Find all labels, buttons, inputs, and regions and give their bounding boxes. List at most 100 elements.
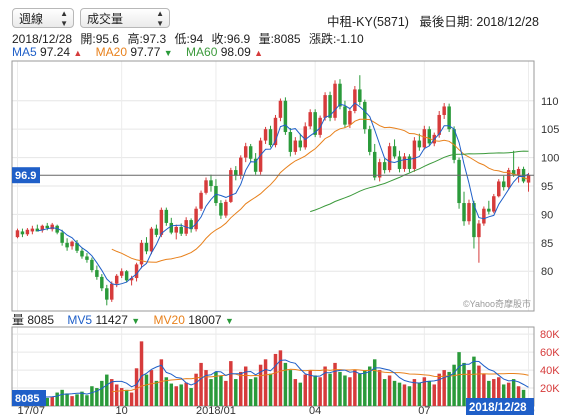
volume-bar	[224, 380, 228, 406]
volume-bar	[55, 392, 59, 406]
candle-body	[482, 208, 486, 224]
mv20-legend: MV20 18007 ▼	[154, 313, 234, 327]
candle-body	[353, 89, 357, 111]
volume-bar	[129, 392, 134, 406]
ma20-line	[111, 118, 529, 263]
candle-body	[229, 170, 233, 202]
volume-bar	[313, 375, 317, 406]
volume-bar	[219, 375, 223, 406]
candle-body	[323, 95, 327, 118]
candle-body	[358, 89, 362, 102]
volume-bar	[462, 362, 466, 406]
candle-body	[422, 129, 427, 148]
date-tick-label: 2018/01	[196, 405, 236, 417]
ohlc-row: 2018/12/28 開:95.6 高:97.3 低:94 收:96.9 量:8…	[12, 30, 369, 47]
candle-body	[194, 208, 198, 230]
volume-bar	[268, 373, 273, 406]
ohlc-date: 2018/12/28	[12, 32, 73, 46]
volume-bar	[85, 395, 89, 406]
ma60-value: 98.09	[220, 45, 251, 59]
ohlc-close: 收:96.9	[211, 32, 251, 46]
volume-bar	[209, 379, 213, 406]
candle-body	[333, 83, 337, 118]
mv20-trend-icon: ▼	[224, 316, 234, 326]
vol-value: 8085	[27, 313, 55, 327]
candle-body	[382, 162, 387, 171]
candle-body	[387, 146, 392, 171]
volume-bar	[452, 364, 456, 406]
ma20-trend-icon: ▼	[163, 48, 173, 58]
volume-bar	[343, 375, 347, 406]
candle-body	[174, 226, 178, 233]
volume-ma-lines	[37, 359, 529, 398]
volume-bar	[144, 374, 149, 406]
volume-bar	[243, 366, 248, 406]
date-tag-text: 2018/12/28	[469, 402, 527, 414]
candle-body	[397, 156, 402, 169]
volume-bar	[501, 384, 506, 406]
volume-bar	[194, 373, 198, 406]
period-select[interactable]: 週線 ▲ ▼	[12, 8, 74, 28]
volume-tick-label: 20K	[540, 383, 560, 395]
volume-bar	[303, 374, 307, 406]
candle-body	[80, 250, 84, 257]
date-tag	[466, 398, 534, 415]
candle-body	[85, 256, 89, 260]
volume-bar	[234, 379, 238, 406]
candle-body	[35, 228, 40, 232]
volume-grid	[12, 327, 534, 406]
volume-bar	[363, 370, 367, 406]
candle-body	[179, 226, 183, 234]
price-panel-border	[11, 60, 535, 312]
stock-title: 中租-KY(5871) 最後日期: 2018/12/28	[327, 11, 539, 30]
candle-body	[283, 100, 288, 133]
candle-body	[199, 192, 203, 209]
volume-bar	[333, 362, 337, 406]
volume-bar	[516, 386, 521, 406]
volume-bar	[407, 386, 412, 406]
ma20-label: MA20	[95, 45, 128, 59]
candle-body	[313, 112, 317, 135]
price-tick-label: 95	[541, 181, 553, 193]
volume-bar	[110, 379, 114, 406]
volume-tag-text: 8085	[15, 393, 39, 405]
price-tick-label: 80	[541, 266, 553, 278]
candle-body	[516, 168, 521, 175]
candle-body	[45, 225, 49, 229]
volume-bar	[328, 373, 332, 406]
candle-body	[243, 146, 248, 158]
candle-body	[65, 242, 69, 248]
candle-body	[25, 229, 30, 235]
candle-body	[392, 146, 397, 157]
candle-body	[278, 100, 283, 118]
volume-bar	[278, 350, 283, 406]
candle-body	[497, 181, 501, 197]
volume-bar	[506, 382, 511, 406]
candle-body	[239, 157, 243, 176]
volume-bar	[60, 389, 64, 406]
volume-bar	[477, 365, 481, 406]
candle-body	[472, 203, 476, 238]
candle-body	[134, 264, 139, 279]
volume-tick-label: 80K	[540, 329, 560, 341]
candle-body	[219, 203, 223, 216]
select-chevron-icon: ▲ ▼	[60, 9, 68, 28]
candles	[15, 75, 531, 306]
stock-name-code: 中租-KY(5871)	[327, 15, 409, 29]
volume-bar	[358, 373, 362, 406]
indicator-select[interactable]: 成交量 ▲ ▼	[80, 8, 170, 28]
candle-body	[263, 129, 268, 141]
candle-body	[258, 140, 263, 172]
candle-body	[462, 203, 466, 222]
ma-legend: MA5 97.24 ▲ MA20 97.77 ▼ MA60 98.09 ▲	[12, 45, 273, 59]
volume-bar	[412, 379, 417, 406]
date-tick-label: 04	[309, 405, 321, 417]
mv5-trend-icon: ▼	[131, 316, 141, 326]
mv20-value: 18007	[188, 313, 222, 327]
candle-body	[15, 230, 20, 238]
mv5-legend: MV5 11427 ▼	[67, 313, 143, 327]
candle-body	[75, 242, 79, 251]
ma20-value: 97.77	[130, 45, 161, 59]
candle-body	[298, 140, 303, 148]
